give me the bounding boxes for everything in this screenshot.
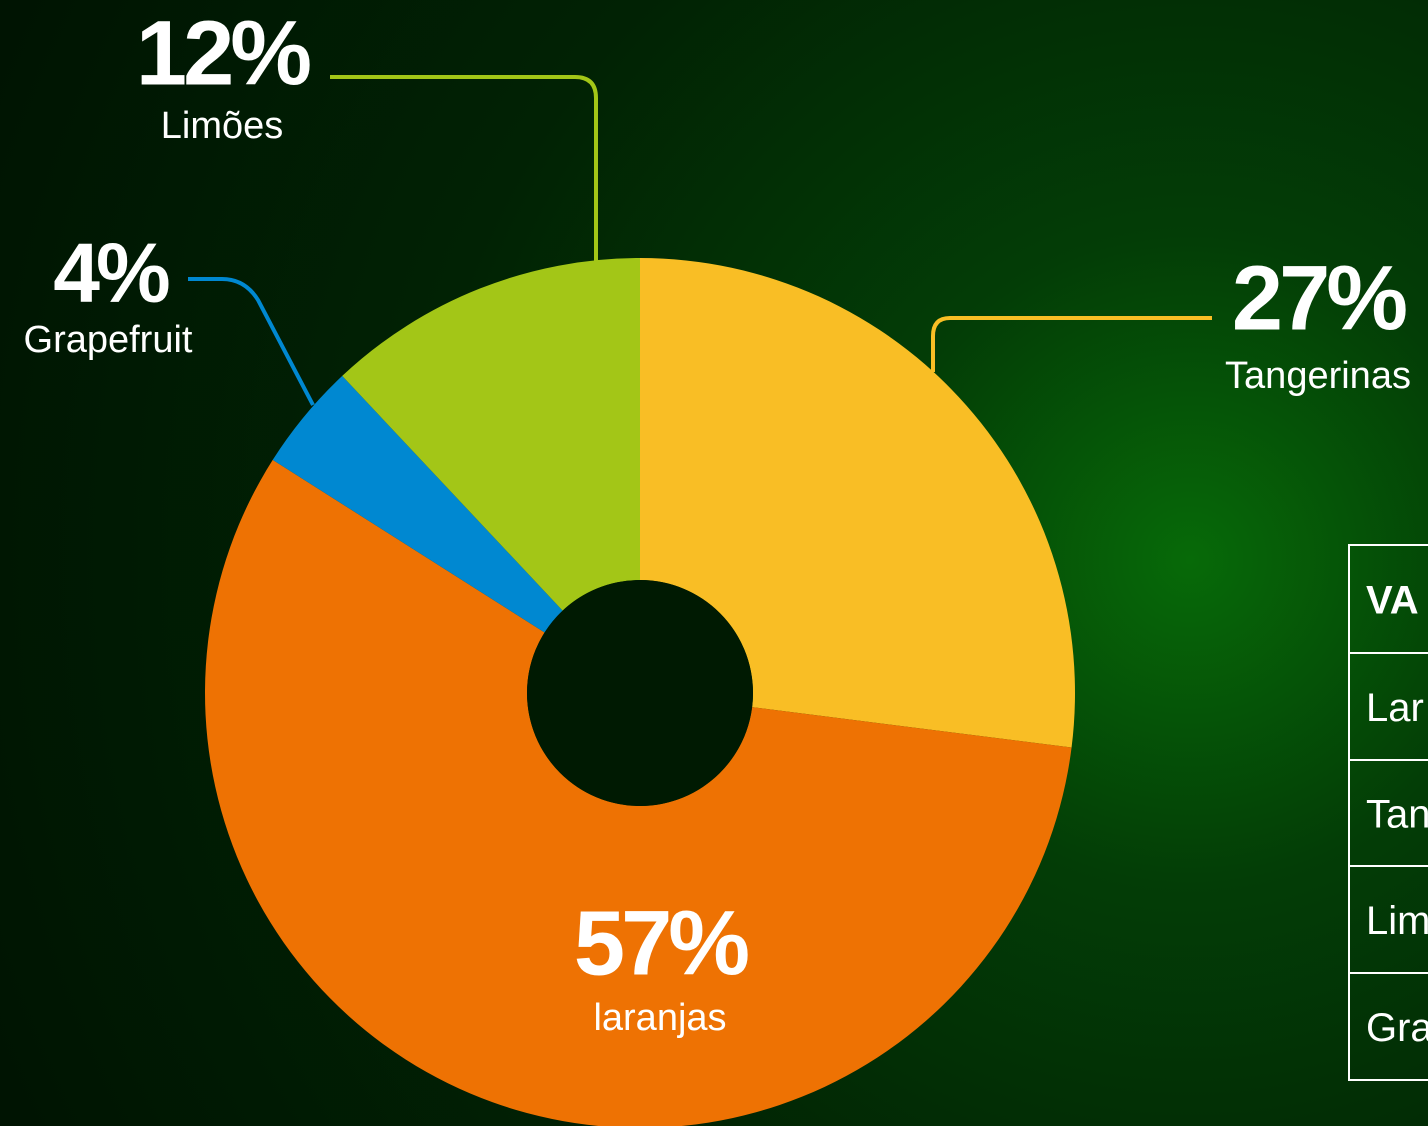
value-label: 12% xyxy=(136,2,310,104)
table-border xyxy=(1348,544,1428,1081)
value-label: 27% xyxy=(1232,247,1406,349)
leader-lines xyxy=(188,75,1212,406)
category-label: laranjas xyxy=(593,997,726,1039)
slice xyxy=(272,375,563,633)
slice xyxy=(640,258,1075,748)
category-label: Tangerinas xyxy=(1225,355,1411,397)
category-label: Limões xyxy=(161,105,284,147)
category-label: Grapefruit xyxy=(24,319,193,361)
table-cell: Tan xyxy=(1366,793,1428,837)
slices xyxy=(205,258,1075,1126)
table: VA Lar Tan Lim Gra xyxy=(1348,544,1428,1081)
donut-hole xyxy=(527,580,753,806)
slice xyxy=(205,459,1072,1126)
slice xyxy=(342,258,640,611)
table-cell: Lar xyxy=(1366,686,1424,730)
leader-line xyxy=(188,277,315,406)
value-label: 4% xyxy=(53,226,169,320)
value-label: 57% xyxy=(574,892,748,994)
leader-line xyxy=(330,75,598,262)
leader-line xyxy=(931,316,1212,372)
table-cell: Lim xyxy=(1366,899,1428,943)
labels: 27% Tangerinas 57%laranjas 4%Grapefruit 12%L… xyxy=(24,2,1411,1039)
table-cell: Gra xyxy=(1366,1006,1428,1050)
table-header: VA xyxy=(1366,579,1419,623)
